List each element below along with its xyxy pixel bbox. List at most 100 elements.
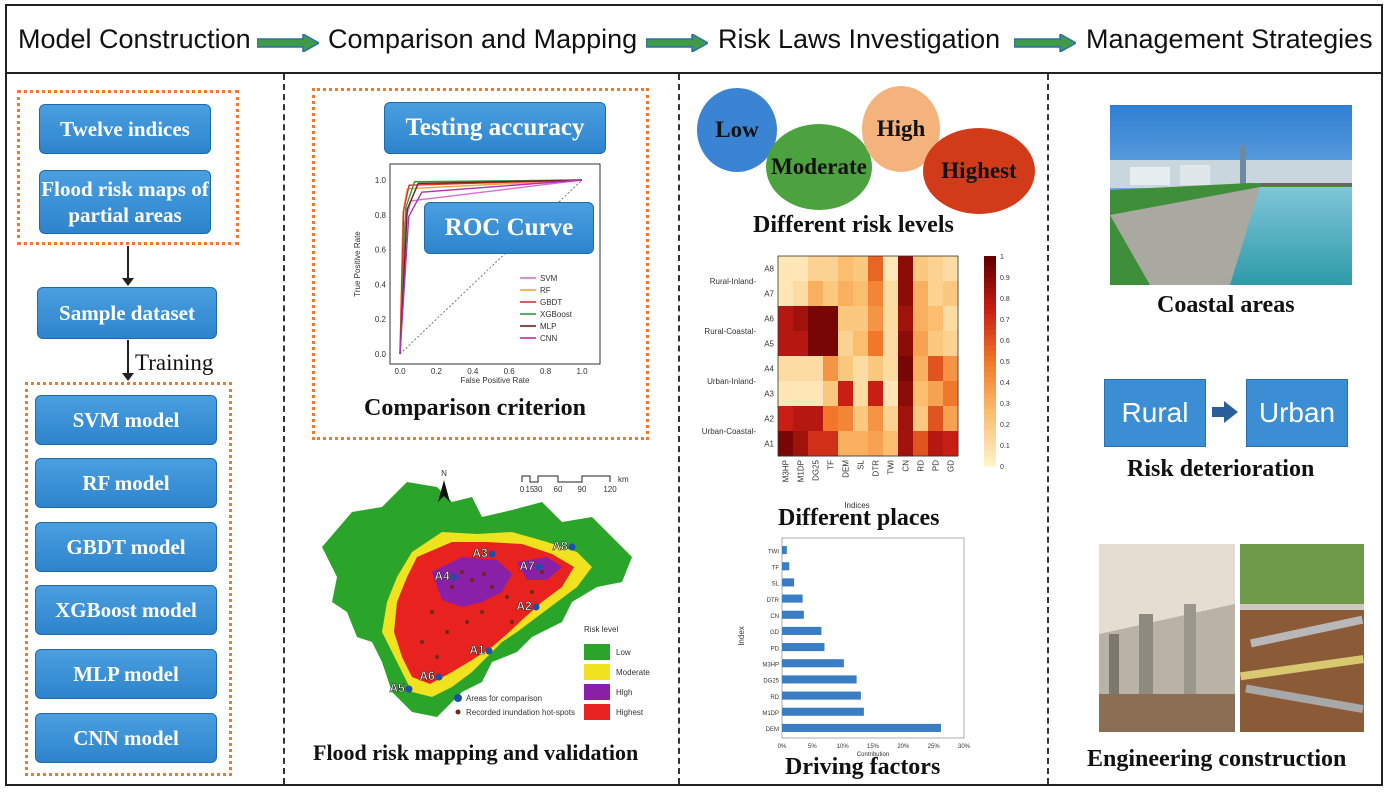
- colorbar-segment: [984, 266, 996, 273]
- heatmap-col-label: CN: [902, 460, 911, 472]
- deterioration-caption: Risk deterioration: [1127, 456, 1315, 482]
- hotspot-legend-icon: [455, 709, 461, 715]
- heatmap-row-label: A8: [764, 265, 774, 274]
- heatmap-cell: [928, 331, 944, 357]
- level-moderate-bubble: Moderate: [766, 124, 872, 210]
- roc-legend-label: RF: [540, 286, 551, 295]
- heatmap-cell: [823, 381, 839, 407]
- stage-arrow-icon: [646, 34, 708, 52]
- risk-levels-caption: Different risk levels: [753, 212, 954, 238]
- area-marker: [535, 563, 543, 571]
- north-label: N: [441, 469, 447, 478]
- heatmap-cell: [778, 256, 794, 282]
- colorbar-segment: [984, 403, 996, 409]
- area-marker: [485, 647, 493, 655]
- heatmap-cell: [838, 381, 854, 407]
- heatmap-cell: [853, 381, 869, 407]
- coastal-photo: [1110, 105, 1352, 285]
- scale-label: 120: [603, 485, 617, 494]
- heatmap-cell: [883, 381, 899, 407]
- roc-xtick: 0.8: [540, 367, 552, 376]
- colorbar-segment: [984, 350, 996, 357]
- colorbar-segment: [984, 371, 996, 378]
- heatmap-cell: [823, 281, 839, 307]
- bar-label: TWI: [768, 549, 779, 555]
- colorbar-segment: [984, 292, 996, 299]
- heatmap-cell: [913, 331, 929, 357]
- comparison-criterion-caption: Comparison criterion: [364, 395, 586, 421]
- heatmap-cell: [928, 306, 944, 332]
- roc-curve-mlp: [399, 179, 583, 355]
- figure-frame: [5, 4, 1383, 786]
- heatmap-cell: [868, 406, 884, 432]
- level-high-bubble: High: [862, 86, 940, 172]
- heatmap-row-label: A6: [764, 315, 774, 324]
- heatmap-cell: [793, 406, 809, 432]
- bar-label: TF: [772, 565, 780, 571]
- heatmap-col-label: RD: [917, 460, 926, 472]
- colorbar-segment: [984, 277, 996, 283]
- area-marker-legend-icon: [454, 694, 462, 702]
- heatmap-cell: [943, 306, 959, 332]
- heatmap-row-label: A4: [764, 365, 774, 374]
- colorbar-tick: 0.8: [1000, 296, 1010, 303]
- heatmap-chart: A8 A7 A6 A5 A4 A3 A2 A1 Rural-Inland- Rural-Coast…: [702, 254, 1010, 510]
- heatmap-cell: [928, 431, 944, 457]
- flow-arrow-head-icon: [122, 373, 134, 381]
- colorbar-segment: [984, 340, 996, 346]
- box-twelve-indices: Twelve indices: [39, 104, 211, 154]
- marker-legend-label: Recorded inundation hot-spots: [466, 708, 575, 717]
- colorbar-segment: [984, 261, 996, 267]
- heatmap-cell: [868, 281, 884, 307]
- heatmap-col-label: GD: [947, 460, 956, 472]
- engineering-caption: Engineering construction: [1087, 746, 1347, 772]
- level-low-bubble: Low: [697, 88, 777, 172]
- heatmap-cell: [793, 431, 809, 457]
- heatmap-cell: [898, 256, 914, 282]
- heatmap-cell: [898, 381, 914, 407]
- north-arrow-icon: [438, 480, 450, 502]
- heatmap-cell: [898, 406, 914, 432]
- heatmap-col-label: M1DP: [797, 460, 806, 482]
- area-label-a1: A1: [469, 643, 485, 657]
- heatmap-cell: [913, 406, 929, 432]
- box-gbdt-model: GBDT model: [35, 522, 217, 572]
- places-caption: Different places: [778, 505, 940, 531]
- heatmap-cell: [868, 331, 884, 357]
- colorbar-tick: 0.2: [1000, 422, 1010, 429]
- bar-dg25: [782, 675, 857, 684]
- bars-xtick: 5%: [808, 744, 817, 750]
- bar-label: M1DP: [762, 711, 779, 717]
- colorbar-segment: [984, 376, 996, 383]
- colorbar-segment: [984, 355, 996, 362]
- scale-label: 30: [534, 485, 543, 494]
- bar-label: RD: [770, 695, 779, 701]
- heatmap-cell: [868, 306, 884, 332]
- colorbar-segment: [984, 271, 996, 278]
- colorbar-segment: [984, 418, 996, 425]
- bar-label: CN: [770, 614, 779, 620]
- colorbar-segment: [984, 303, 996, 309]
- colorbar-segment: [984, 439, 996, 446]
- heatmap-cell: [913, 356, 929, 382]
- marker-legend-label: Areas for comparison: [466, 694, 542, 703]
- heatmap-cell: [868, 431, 884, 457]
- heatmap-cell: [838, 406, 854, 432]
- heatmap-cell: [883, 281, 899, 307]
- level-highest-bubble: Highest: [923, 128, 1035, 214]
- heatmap-cell: [793, 381, 809, 407]
- area-label-a7: A7: [519, 559, 535, 573]
- heatmap-cell: [913, 381, 929, 407]
- heatmap-cell: [808, 406, 824, 432]
- bars-ylabel: Index: [737, 626, 746, 646]
- roc-curve-cnn: [399, 179, 583, 355]
- heatmap-cell: [853, 431, 869, 457]
- roc-xtick: 0.4: [467, 367, 479, 376]
- heatmap-cell: [898, 331, 914, 357]
- roc-curve-xgboost: [399, 179, 583, 355]
- area-marker: [568, 543, 576, 551]
- heatmap-cell: [793, 281, 809, 307]
- map-legend-label: Low: [616, 648, 631, 657]
- heatmap-col-label: DTR: [872, 460, 881, 477]
